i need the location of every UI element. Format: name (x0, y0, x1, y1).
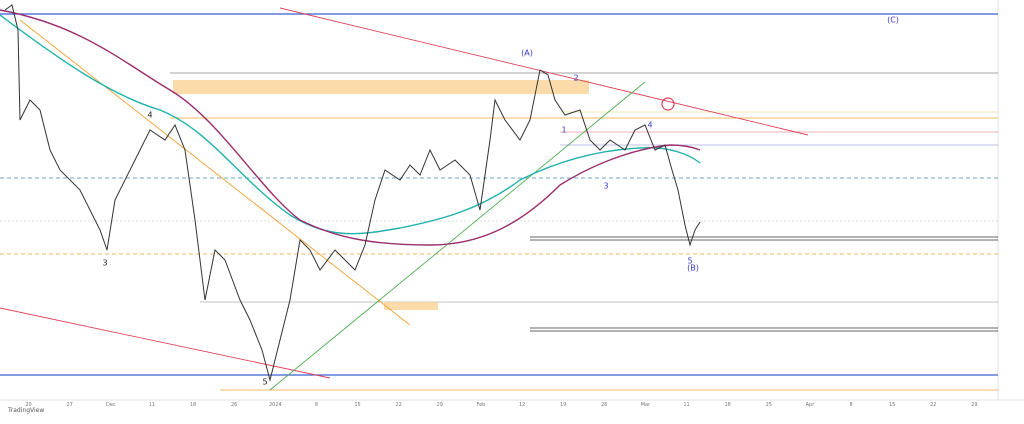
wave-label: (A) (521, 49, 533, 58)
x-tick-label: 20 (25, 402, 31, 408)
brand: TradingView (7, 407, 44, 414)
trend-line (279, 7, 809, 136)
price-line (4, 4, 701, 382)
x-tick-label: Feb (477, 402, 486, 408)
x-tick-label: 22 (930, 402, 936, 408)
x-tick-label: Dec (106, 402, 116, 408)
wave-label: 3 (603, 182, 608, 191)
moving-average (0, 14, 701, 235)
x-tick-label: 11 (149, 402, 155, 408)
trend-line (19, 19, 411, 326)
wave-label: (C) (887, 16, 899, 25)
x-tick-label: 12 (519, 402, 525, 408)
x-tick-label: 29 (437, 402, 443, 408)
x-tick-label: 27 (67, 402, 73, 408)
wave-label: 3 (102, 259, 107, 268)
x-tick-label: 8 (849, 402, 852, 408)
time-axis: 20 27 Dec 11 18 26 2024 8 15 22 29 Feb 12 19 26 Mar 11 18… (25, 402, 977, 408)
trend-line (0, 307, 331, 379)
x-tick-label: 18 (725, 402, 731, 408)
x-tick-label: Mar (641, 402, 651, 408)
target-marker (661, 97, 675, 111)
wave-label: 5 (687, 257, 692, 266)
supply-zone (173, 80, 589, 94)
wave-label: 5 (262, 378, 267, 387)
wave-label: 2 (573, 74, 578, 83)
trend-line (269, 81, 646, 391)
wave-label: 4 (147, 111, 152, 120)
x-tick-label: 22 (396, 402, 402, 408)
x-tick-label: 18 (190, 402, 196, 408)
wave-label: 4 (647, 121, 652, 130)
x-tick-label: 8 (315, 402, 318, 408)
demand-zone (384, 302, 438, 310)
x-tick-label: Apr (806, 402, 816, 408)
x-tick-label: 29 (971, 402, 977, 408)
x-tick-label: 11 (683, 402, 689, 408)
x-tick-label: 2024 (269, 402, 282, 408)
x-tick-label: 25 (766, 402, 772, 408)
x-tick-label: 15 (889, 402, 895, 408)
x-tick-label: 19 (560, 402, 566, 408)
wave-label: (B) (687, 264, 699, 273)
x-tick-label: 26 (601, 402, 607, 408)
wave-label: 1 (561, 126, 566, 135)
moving-average (0, 9, 701, 246)
x-tick-label: 15 (354, 402, 360, 408)
x-tick-label: 26 (231, 402, 237, 408)
